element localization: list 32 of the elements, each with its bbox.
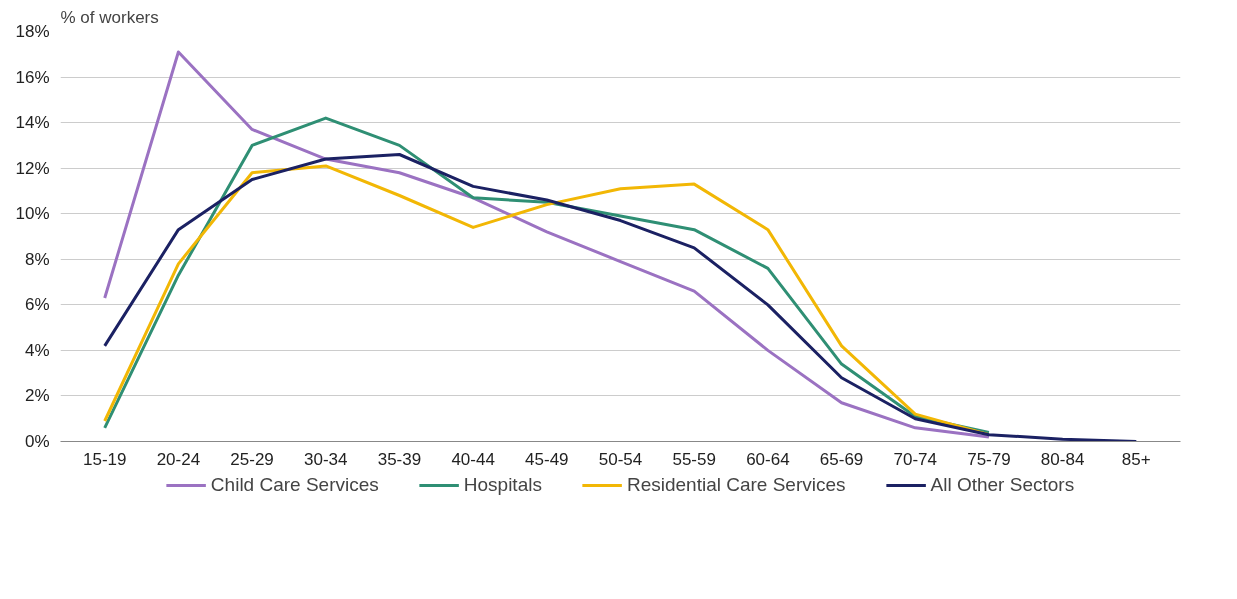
x-tick-label: 25-29 — [230, 449, 274, 469]
x-tick-label: 45-49 — [525, 449, 569, 469]
legend-label: Child Care Services — [210, 474, 379, 496]
line-series — [103, 153, 1138, 442]
y-tick-label: 8% — [24, 249, 50, 269]
x-tick-label: 85+ — [1121, 449, 1151, 469]
x-tick-label: 50-54 — [598, 449, 643, 469]
y-tick-label: 10% — [15, 204, 50, 224]
y-tick-label: 4% — [24, 340, 50, 360]
x-tick-label: 20-24 — [156, 449, 201, 469]
x-tick-label: 80-84 — [1040, 449, 1085, 469]
x-tick-label: 75-79 — [967, 449, 1011, 469]
y-axis-title: % of workers — [60, 7, 159, 27]
x-tick-label: 35-39 — [377, 449, 422, 469]
x-tick-label: 65-69 — [819, 449, 864, 469]
x-tick-label: 15-19 — [82, 449, 127, 469]
y-tick-label: 6% — [24, 295, 50, 315]
y-tick-label: 14% — [15, 113, 50, 133]
line-series — [103, 50, 991, 439]
x-tick-label: 55-59 — [672, 449, 716, 469]
y-tick-label: 16% — [15, 67, 50, 87]
y-tick-label: 0% — [24, 432, 50, 451]
y-tick-label: 2% — [24, 386, 50, 406]
legend-label: Hospitals — [463, 474, 542, 496]
x-tick-label: 30-34 — [304, 449, 348, 469]
x-tick-label: 60-64 — [746, 449, 790, 469]
y-tick-label: 12% — [15, 158, 50, 178]
x-tick-label: 40-44 — [451, 449, 495, 469]
legend-label: All Other Sectors — [930, 474, 1075, 496]
legend-label: Residential Care Services — [626, 474, 846, 496]
x-tick-label: 70-74 — [893, 449, 937, 469]
y-tick-label: 18% — [15, 22, 50, 41]
